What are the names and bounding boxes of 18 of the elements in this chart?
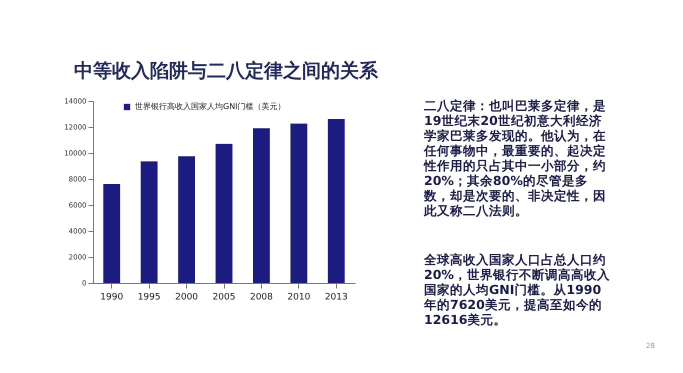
bar	[103, 184, 120, 283]
bar	[290, 124, 308, 283]
x-tick-label: 2000	[175, 292, 198, 302]
x-tick-label: 2013	[324, 292, 348, 302]
chart-title: 中等收入陷阱与二八定律之间的关系	[74, 59, 378, 84]
bar	[140, 161, 158, 283]
bar	[253, 128, 270, 283]
x-tick-label: 2008	[250, 292, 274, 302]
x-tick-label: 1995	[138, 292, 161, 302]
bar	[216, 144, 232, 283]
text: 全球高收入国家人口占总人口约20%，世界银行不断调高高收入国家的人均GNI门槛。从1990年的7620美元，提高至如今的12616美元。	[424, 252, 610, 327]
bar	[178, 156, 195, 283]
legend-label: 世界银行高收入国家人均GNI门槛（美元）	[135, 102, 286, 111]
text: 二八定律：也叫巴莱多定律，是19世纪末20世纪初意大利经济学家巴莱多发现的。他认为，在任何事物中，最重要的、起决定性作用的只占其中一小部分，约20%；其余80%的尽管是多数，却是次要的、非决定性，因此又称二八法则。	[424, 98, 607, 218]
x-tick-label: 2005	[212, 292, 236, 302]
bar	[328, 118, 345, 283]
x-tick-label: 2010	[287, 292, 311, 302]
x-tick-label: 1990	[100, 292, 124, 302]
